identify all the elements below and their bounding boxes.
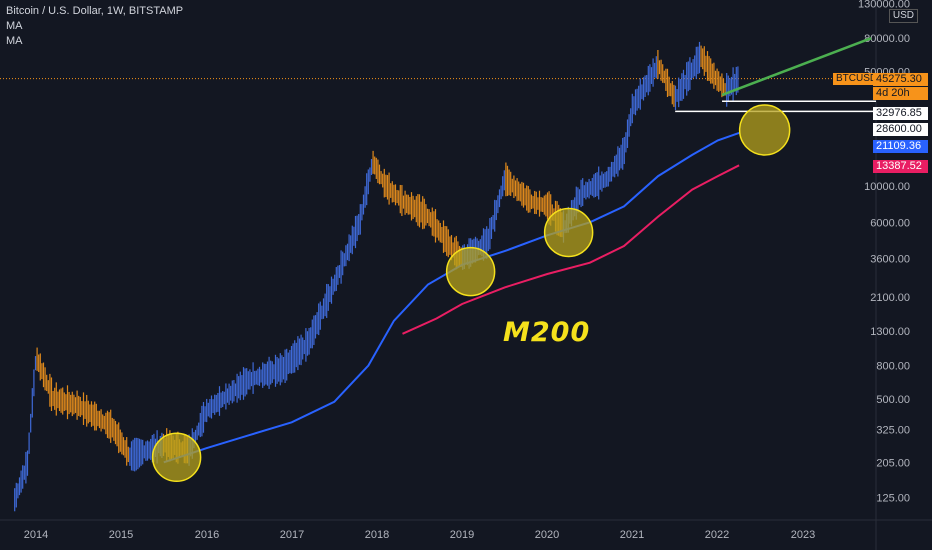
chart-legend: Bitcoin / U.S. Dollar, 1W, BITSTAMP MA M… [6, 4, 183, 49]
highlight-circle [151, 432, 202, 483]
symbol-tag: BTCUSD [833, 73, 881, 85]
highlight-circle [445, 246, 496, 297]
y-tick-label: 2100.00 [870, 292, 910, 304]
x-tick-label: 2020 [535, 529, 559, 541]
currency-label[interactable]: USD [888, 9, 918, 23]
y-tick-label: 800.00 [876, 361, 910, 373]
ma-blue-line [163, 131, 740, 464]
y-tick-label: 325.00 [876, 425, 910, 437]
x-tick-label: 2021 [620, 529, 644, 541]
x-tick-label: 2014 [24, 529, 48, 541]
trend-line [721, 37, 872, 97]
x-tick-label: 2019 [450, 529, 474, 541]
ma-red-tag: 13387.52 [873, 160, 928, 173]
last-price-tag: 45275.30 [873, 73, 928, 86]
ma-blue-tag: 21109.36 [873, 140, 928, 153]
y-tick-label: 125.00 [876, 492, 910, 504]
y-tick-label: 205.00 [876, 457, 910, 469]
x-tick-label: 2022 [705, 529, 729, 541]
x-tick-label: 2023 [791, 529, 815, 541]
y-tick-label: 80000.00 [864, 33, 910, 45]
level-tag-2: 28600.00 [873, 123, 928, 136]
ma-red-line [402, 164, 740, 335]
x-tick-label: 2018 [365, 529, 389, 541]
legend-title: Bitcoin / U.S. Dollar, 1W, BITSTAMP [6, 5, 184, 17]
x-tick-label: 2016 [195, 529, 219, 541]
legend-ma-1[interactable]: MA [6, 20, 23, 32]
x-tick-label: 2015 [109, 529, 133, 541]
y-tick-label: 500.00 [876, 394, 910, 406]
y-tick-label: 130000.00 [858, 0, 910, 11]
x-tick-label: 2017 [280, 529, 304, 541]
y-tick-label: 6000.00 [870, 217, 910, 229]
countdown-tag: 4d 20h [873, 87, 928, 100]
level-tag-1: 32976.85 [873, 107, 928, 120]
legend-ma-2[interactable]: MA [6, 35, 23, 47]
y-tick-label: 3600.00 [870, 254, 910, 266]
y-tick-label: 1300.00 [870, 326, 910, 338]
highlight-circle [738, 104, 791, 156]
y-tick-label: 10000.00 [864, 181, 910, 193]
highlight-circle [543, 207, 594, 258]
m200-annotation: M200 [503, 317, 591, 348]
